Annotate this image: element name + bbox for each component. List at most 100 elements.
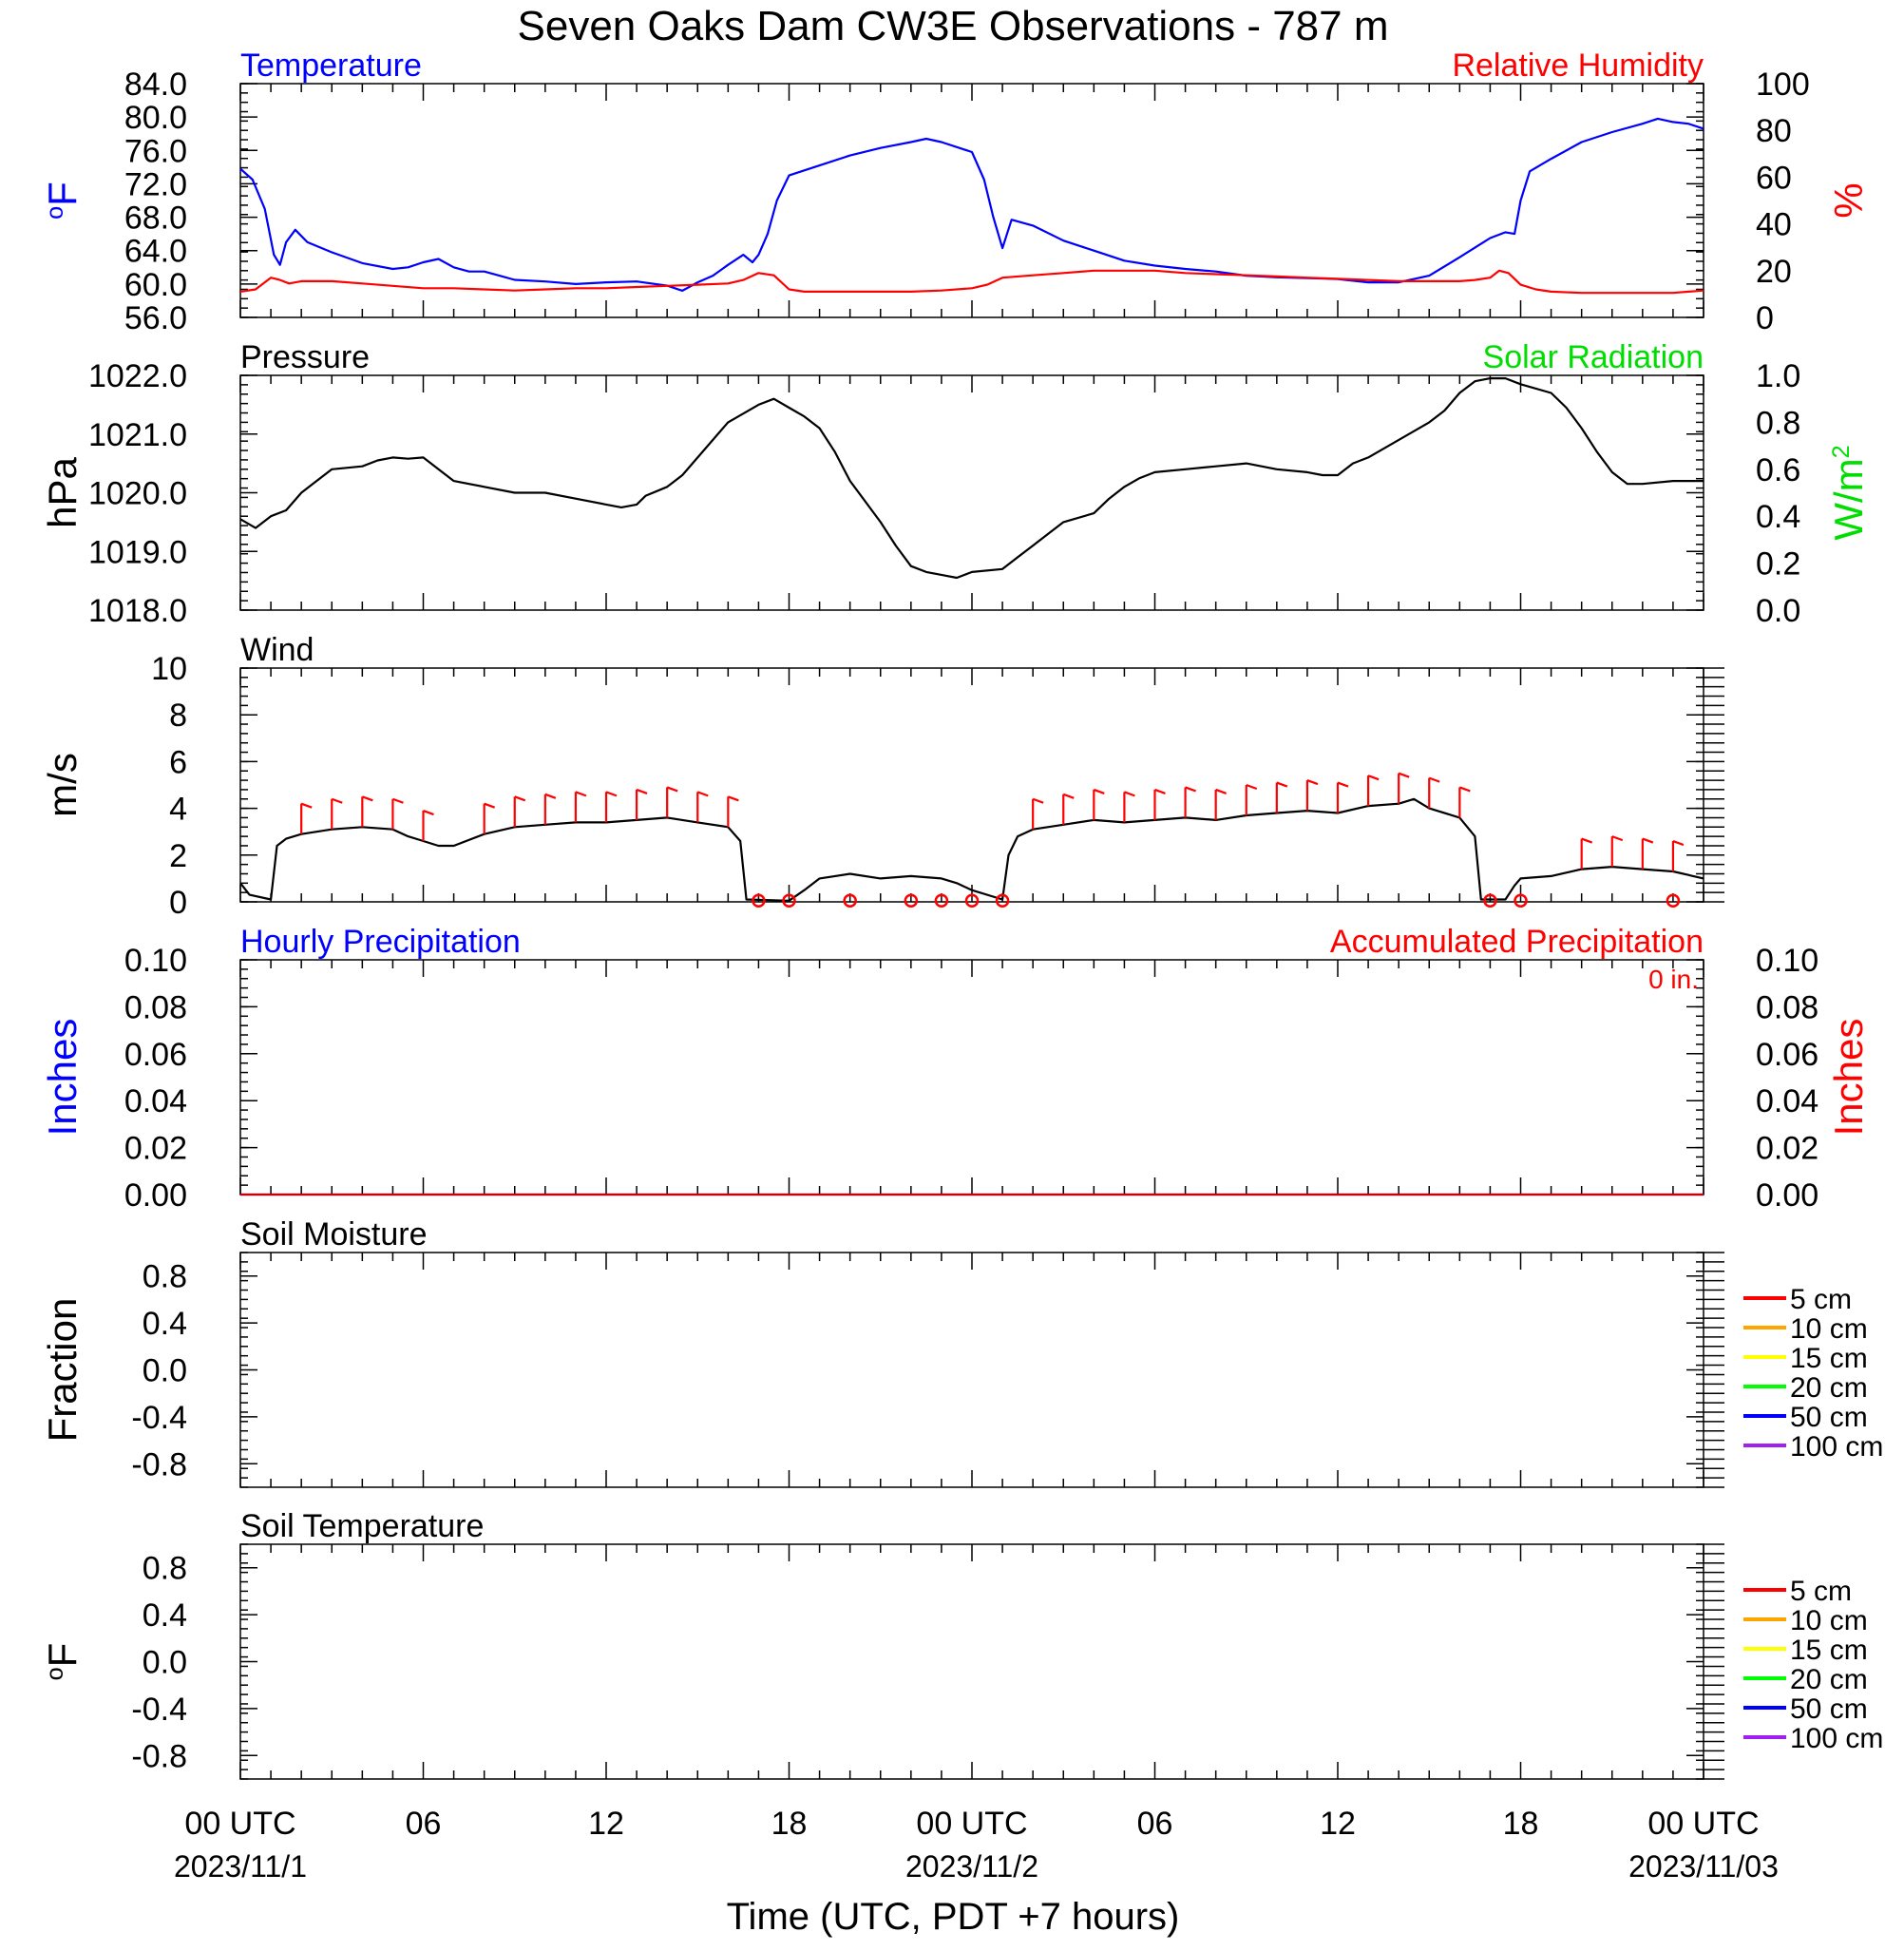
y-tick-label: 1022.0 <box>88 358 187 394</box>
wind-barb-flag <box>1124 791 1135 797</box>
panel-title-left: Temperature <box>240 48 422 84</box>
y-axis-label-right: Inches <box>1826 1019 1871 1137</box>
y-right-tick-label: 0 <box>1756 300 1774 336</box>
panel-wind: 10 8 6 4 2 0 Wind m/s <box>40 632 1724 921</box>
calm-wind-marker <box>995 893 1010 909</box>
y-tick-label: 0.02 <box>124 1131 187 1167</box>
panel-temp_rh: 84.080.076.072.068.064.060.056.0 100 80 60 4… <box>40 48 1871 336</box>
x-tick-label: 12 <box>588 1806 624 1842</box>
wind-barb-flag <box>1428 776 1440 783</box>
y-right-tick-label: 40 <box>1756 207 1792 243</box>
wind-barb-flag <box>666 786 678 793</box>
y-tick-label: 0.00 <box>124 1177 187 1214</box>
y-tick-label: 0.4 <box>143 1306 187 1342</box>
wind-barb-flag <box>1337 781 1349 788</box>
panel-title-left: Soil Temperature <box>240 1508 484 1544</box>
y-right-tick-label: 0.8 <box>1756 405 1800 441</box>
y-tick-label: 0.0 <box>143 1353 187 1389</box>
calm-wind-marker <box>934 893 949 909</box>
wind-barb-flag <box>1246 783 1258 791</box>
legend-label: 50 cm <box>1790 1402 1868 1433</box>
y-tick-label: -0.4 <box>131 1692 187 1728</box>
wind-barb-flag <box>1367 775 1380 781</box>
y-axis-label-right: % <box>1826 182 1871 218</box>
panel-title-right: Relative Humidity <box>1452 48 1704 84</box>
wind-barb-flag <box>1581 837 1593 844</box>
wind-barb-flag <box>1185 786 1196 793</box>
y-right-tick-label: 0.06 <box>1756 1037 1818 1073</box>
panel-title-left: Pressure <box>240 339 370 375</box>
y-axis-label-right: W/m2 <box>1826 445 1871 540</box>
y-tick-label: 0.0 <box>143 1645 187 1681</box>
x-tick-label: 18 <box>1503 1806 1539 1842</box>
wind-barb-flag <box>1154 788 1166 794</box>
wind-barb-flag <box>300 802 313 809</box>
x-tick-label: 00 UTC <box>184 1806 295 1842</box>
y-right-tick-label: 0.6 <box>1756 452 1800 488</box>
y-tick-label: 1020.0 <box>88 476 187 512</box>
y-tick-label: 0.8 <box>143 1259 187 1295</box>
wind-barb-flag <box>331 797 343 804</box>
panel-title-left: Hourly Precipitation <box>240 924 521 960</box>
y-right-tick-label: 0.2 <box>1756 546 1800 583</box>
calm-wind-marker <box>1483 893 1497 909</box>
wind-barb-flag <box>361 795 373 802</box>
legend-label: 5 cm <box>1790 1576 1852 1607</box>
legend-label: 15 cm <box>1790 1635 1868 1666</box>
y-tick-label: 0.04 <box>124 1083 187 1119</box>
wind-barb-flag <box>423 810 434 816</box>
x-tick-label: 06 <box>406 1806 442 1842</box>
legend-label: 50 cm <box>1790 1693 1868 1725</box>
y-tick-label: 6 <box>169 744 187 780</box>
wind-barb-flag <box>1458 786 1471 793</box>
y-tick-label: 4 <box>169 792 187 828</box>
y-right-tick-label: 0.4 <box>1756 499 1800 535</box>
panels-group: 84.080.076.072.068.064.060.056.010080604… <box>40 48 1883 1780</box>
wind-barb-flag <box>636 788 648 794</box>
y-axis-label: Inches <box>40 1019 85 1137</box>
y-tick-label: -0.8 <box>131 1738 187 1774</box>
x-axis-label: Time (UTC, PDT +7 hours) <box>727 1896 1180 1938</box>
wind-barb-flag <box>1093 788 1105 794</box>
panel-pressure: 1022.0 1021.0 1020.0 1019.0 1018.0 1.0 0.8 0.6 0… <box>40 339 1871 629</box>
x-tick-date-label: 2023/11/03 <box>1628 1849 1779 1884</box>
y-right-tick-label: 0.02 <box>1756 1131 1818 1167</box>
wind-barb-flag <box>575 791 587 797</box>
calm-wind-marker <box>843 893 857 909</box>
y-tick-label: 1021.0 <box>88 417 187 453</box>
calm-wind-marker <box>782 893 796 909</box>
y-tick-label: 76.0 <box>124 133 187 169</box>
y-tick-label: 84.0 <box>124 67 187 103</box>
x-axis: 00 UTC 2023/11/1 06 12 18 00 UTC 2023/11/2 06 12… <box>174 1806 1779 1884</box>
wind-barb-flag <box>1032 797 1044 804</box>
x-tick-label: 06 <box>1137 1806 1173 1842</box>
legend-label: 100 cm <box>1790 1431 1883 1463</box>
panel-title-left: Soil Moisture <box>240 1216 428 1253</box>
x-tick-date-label: 2023/11/2 <box>905 1849 1038 1884</box>
wind-barb-flag <box>696 791 709 797</box>
y-tick-label: 60.0 <box>124 267 187 303</box>
y-right-tick-label: 0.10 <box>1756 943 1818 979</box>
legend-label: 100 cm <box>1790 1723 1883 1754</box>
wind-barb-flag <box>1215 788 1228 794</box>
series-line-0 <box>239 117 1704 292</box>
y-tick-label: 0.10 <box>124 943 187 979</box>
panel-title-left: Wind <box>240 632 314 668</box>
y-tick-label: 1018.0 <box>88 593 187 629</box>
y-tick-label: 64.0 <box>124 234 187 270</box>
y-tick-label: -0.8 <box>131 1446 187 1482</box>
calm-wind-marker <box>1514 893 1528 909</box>
y-tick-label: 1019.0 <box>88 534 187 570</box>
wind-barb-flag <box>484 802 496 809</box>
y-tick-label: 68.0 <box>124 201 187 237</box>
wind-barb-flag <box>544 793 557 799</box>
y-tick-label: 72.0 <box>124 166 187 202</box>
y-right-tick-label: 0.00 <box>1756 1177 1818 1214</box>
wind-barb-flag <box>1672 840 1685 847</box>
wind-barb-flag <box>1276 781 1288 788</box>
x-tick-label: 18 <box>771 1806 808 1842</box>
calm-wind-marker <box>1666 893 1681 909</box>
